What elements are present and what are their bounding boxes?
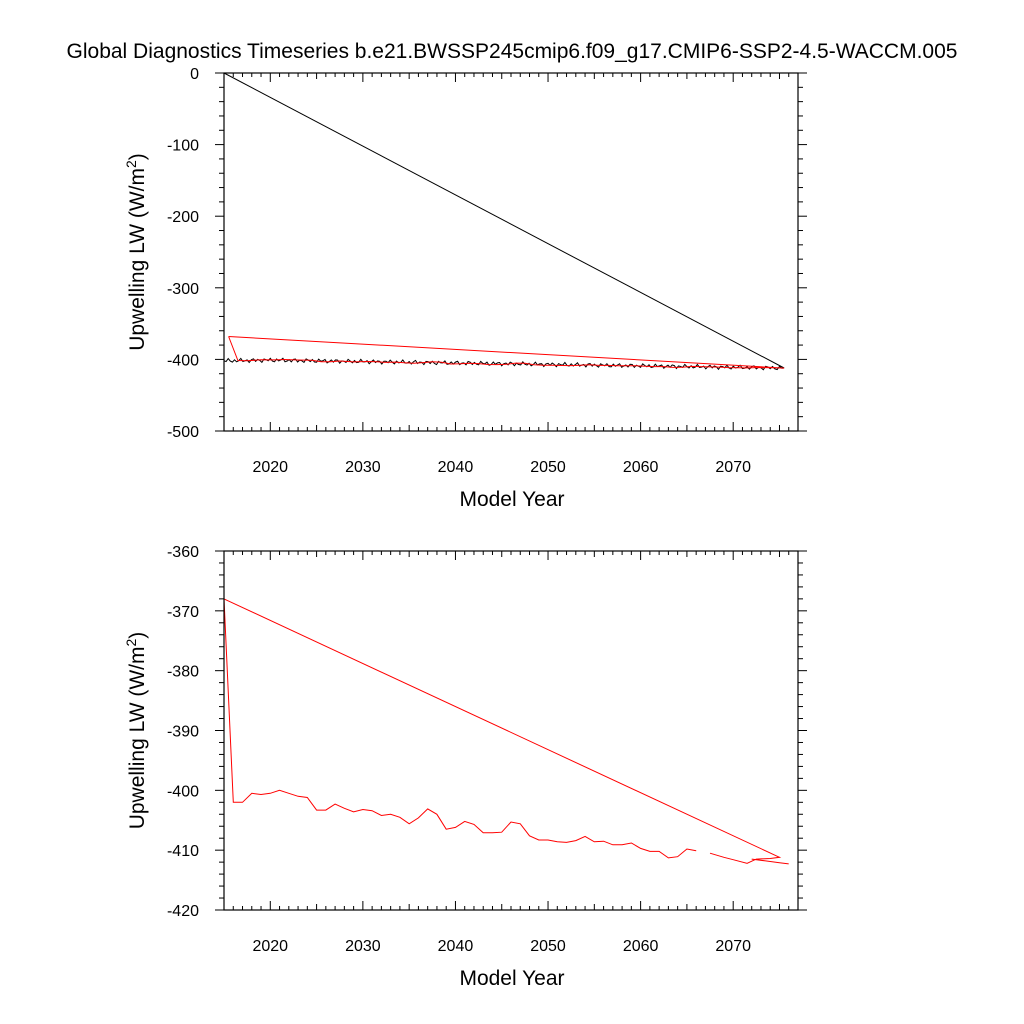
x-tick-label: 2050 (530, 938, 566, 955)
y-axis-label-sup: 2 (123, 160, 139, 168)
y-tick-label: -400 (167, 352, 199, 369)
plot-frame (223, 72, 799, 432)
y-tick-label: 0 (190, 66, 199, 83)
y-axis-label-text: Upwelling LW (W/m (126, 647, 149, 830)
x-tick-label: 2040 (438, 938, 474, 955)
x-tick-label: 2020 (252, 938, 288, 955)
x-tick-label: 2020 (252, 459, 288, 476)
figure-title: Global Diagnostics Timeseries b.e21.BWSS… (67, 40, 958, 63)
x-axis-label: Model Year (459, 967, 564, 990)
y-tick-label: -360 (167, 544, 199, 561)
x-tick-label: 2050 (530, 459, 566, 476)
y-tick-label: -500 (167, 424, 199, 441)
x-tick-label: 2060 (623, 459, 659, 476)
y-axis-label-text: Upwelling LW (W/m (126, 168, 149, 351)
series-line-2 (751, 858, 789, 865)
series-line-1 (223, 598, 782, 864)
y-tick-label: -370 (167, 604, 199, 621)
series-line-0 (223, 598, 697, 859)
y-tick-label: -300 (167, 281, 199, 298)
x-tick-label: 2070 (715, 938, 751, 955)
y-tick-label: -390 (167, 724, 199, 741)
y-tick-label: -200 (167, 209, 199, 226)
y-axis-label-end: ) (126, 153, 149, 160)
y-axis-label: Upwelling LW (W/m2) (123, 632, 149, 830)
plot-frame (223, 550, 799, 911)
series-line-0 (223, 72, 785, 369)
y-tick-label: -400 (167, 783, 199, 800)
y-axis-label-end: ) (126, 632, 149, 639)
series-line-2 (228, 336, 785, 369)
x-tick-label: 2070 (715, 459, 751, 476)
y-tick-label: -410 (167, 843, 199, 860)
y-axis-label: Upwelling LW (W/m2) (123, 153, 149, 351)
x-axis-label: Model Year (459, 488, 564, 511)
top-panel: 2020 2030 2040 2050 2060 2070 0 -100 -200 -300 -40… (123, 66, 807, 511)
y-tick-label: -100 (167, 138, 199, 155)
x-tick-label: 2040 (438, 459, 474, 476)
y-axis-label-sup: 2 (123, 639, 139, 647)
bottom-panel: 2020 2030 2040 2050 2060 2070 -360 -370 -380 -390… (123, 544, 807, 990)
y-tick-label: -420 (167, 903, 199, 920)
x-tick-label: 2030 (345, 459, 381, 476)
x-tick-label: 2060 (623, 938, 659, 955)
x-tick-label: 2030 (345, 938, 381, 955)
y-tick-label: -380 (167, 664, 199, 681)
